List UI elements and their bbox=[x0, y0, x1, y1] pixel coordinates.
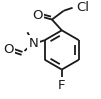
Text: O: O bbox=[4, 43, 14, 56]
Text: N: N bbox=[28, 37, 38, 50]
Text: F: F bbox=[58, 79, 66, 92]
Text: O: O bbox=[32, 9, 43, 22]
Text: Cl: Cl bbox=[76, 1, 89, 14]
